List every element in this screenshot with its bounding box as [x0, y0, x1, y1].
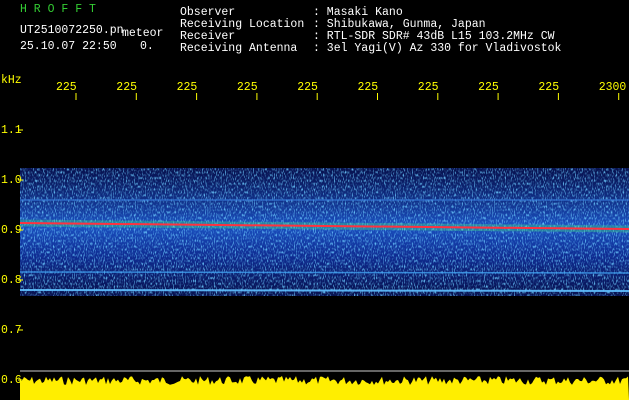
mode: meteor	[122, 27, 163, 40]
y-tick-label: 1.1	[1, 124, 22, 137]
y-tick-label: 0.7	[1, 324, 22, 337]
x-tick-label: 225	[538, 81, 559, 94]
timestamp: 25.10.07 22:50	[20, 40, 117, 53]
info-value: : RTL-SDR SDR# 43dB L15 103.2MHz CW	[313, 30, 555, 43]
y-tick-label: 0.6	[1, 374, 22, 387]
y-tick-label: 1.0	[1, 174, 22, 187]
info-label: Receiver	[180, 30, 235, 43]
x-tick-label: 225	[237, 81, 258, 94]
x-tick-label: 225	[177, 81, 198, 94]
x-tick-label: 225	[418, 81, 439, 94]
x-tick-label: 225	[116, 81, 137, 94]
noise-speckle	[20, 168, 629, 296]
info-label: Observer	[180, 6, 235, 19]
y-unit: kHz	[1, 74, 22, 87]
info-value: : Masaki Kano	[313, 6, 403, 19]
x-tick-label: 225	[478, 81, 499, 94]
x-tick-label: 225	[297, 81, 318, 94]
status: 0.	[140, 40, 154, 53]
spectrogram	[19, 168, 629, 296]
x-tick-label: 225	[358, 81, 379, 94]
signal-level	[20, 376, 629, 400]
y-tick-label: 0.8	[1, 274, 22, 287]
x-tick-label: 2300	[599, 81, 627, 94]
x-tick-label: 225	[56, 81, 77, 94]
app-name: H R O F F T	[20, 3, 96, 16]
info-value: : Shibukawa, Gunma, Japan	[313, 18, 486, 31]
y-tick-label: 0.9	[1, 224, 22, 237]
band-line	[19, 289, 629, 292]
info-label: Receiving Location	[180, 18, 304, 31]
band-line	[19, 271, 629, 274]
carrier-line	[19, 222, 629, 230]
file-name: UT2510072250.pn	[20, 24, 124, 37]
info-label: Receiving Antenna	[180, 42, 297, 55]
info-value: : 3el Yagi(V) Az 330 for Vladivostok	[313, 42, 562, 55]
